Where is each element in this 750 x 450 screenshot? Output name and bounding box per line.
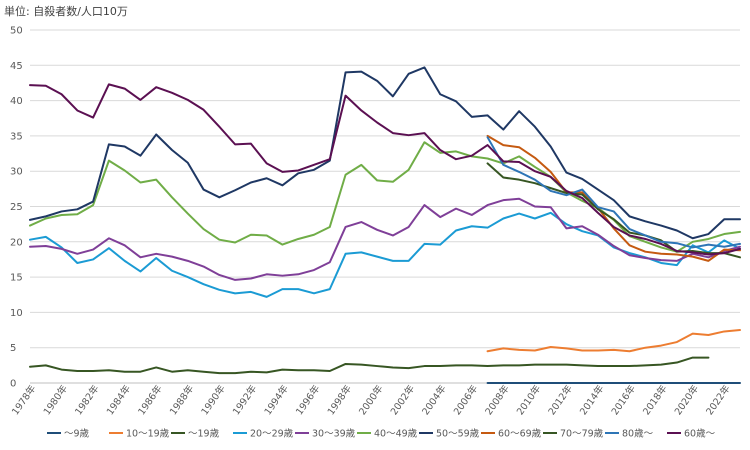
- x-tick-label-2022: 2022年: [704, 382, 733, 417]
- legend-label-0: ～9歳: [64, 428, 90, 440]
- x-tick-label-1982: 1982年: [72, 382, 101, 417]
- x-tick-label-2014: 2014年: [577, 382, 606, 417]
- series-line-7: [486, 134, 741, 262]
- x-tick-label-2006: 2006年: [451, 382, 480, 417]
- legend-label-5: 40～49歳: [374, 428, 418, 440]
- x-tick-label-2008: 2008年: [483, 382, 512, 417]
- x-tick-label-2010: 2010年: [514, 382, 543, 417]
- series-line-9: [486, 136, 741, 249]
- x-tick-label-2020: 2020年: [672, 382, 701, 417]
- y-tick-label-5: 5: [10, 343, 16, 354]
- series-line-1: [486, 329, 741, 353]
- x-tick-label-1994: 1994年: [262, 382, 291, 417]
- x-tick-label-1986: 1986年: [136, 382, 165, 417]
- x-tick-label-2000: 2000年: [356, 382, 385, 417]
- series-line-6: [29, 66, 741, 240]
- legend-label-6: 50～59歳: [436, 428, 480, 440]
- x-tick-label-1992: 1992年: [230, 382, 259, 417]
- legend-label-3: 20～29歳: [250, 428, 294, 440]
- series-line-8: [486, 162, 741, 259]
- series-line-4: [29, 197, 741, 281]
- y-tick-label-0: 0: [10, 379, 16, 390]
- legend-label-7: 60～69歳: [498, 428, 542, 440]
- y-tick-label-30: 30: [10, 167, 23, 178]
- legend-label-1: 10～19歳: [126, 428, 170, 440]
- series-line-10: [29, 83, 741, 256]
- legend-label-2: ～19歳: [188, 428, 220, 440]
- y-tick-label-10: 10: [10, 308, 23, 319]
- y-tick-label-40: 40: [10, 96, 23, 107]
- x-tick-label-1990: 1990年: [199, 382, 228, 417]
- y-tick-label-20: 20: [10, 237, 23, 248]
- y-tick-label-45: 45: [10, 61, 23, 72]
- x-tick-label-2002: 2002年: [388, 382, 417, 417]
- x-tick-label-1998: 1998年: [325, 382, 354, 417]
- legend-label-4: 30～39歳: [312, 428, 356, 440]
- legend-label-10: 60歳～: [684, 428, 716, 440]
- legend-label-9: 80歳～: [622, 428, 654, 440]
- series-line-5: [29, 141, 741, 253]
- x-tick-label-1996: 1996年: [293, 382, 322, 417]
- legend-label-8: 70～79歳: [560, 428, 604, 440]
- unit-label: 単位: 自殺者数/人口10万: [4, 5, 128, 18]
- x-tick-label-1980: 1980年: [41, 382, 70, 417]
- x-tick-label-1988: 1988年: [167, 382, 196, 417]
- series-line-2: [29, 356, 710, 375]
- y-tick-label-50: 50: [10, 26, 23, 37]
- x-tick-label-1984: 1984年: [104, 382, 133, 417]
- x-tick-label-2016: 2016年: [609, 382, 638, 417]
- x-tick-label-2012: 2012年: [546, 382, 575, 417]
- x-tick-label-2018: 2018年: [640, 382, 669, 417]
- x-tick-label-2004: 2004年: [420, 382, 449, 417]
- y-tick-label-15: 15: [10, 273, 23, 284]
- y-tick-label-25: 25: [10, 202, 23, 213]
- y-tick-label-35: 35: [10, 131, 23, 142]
